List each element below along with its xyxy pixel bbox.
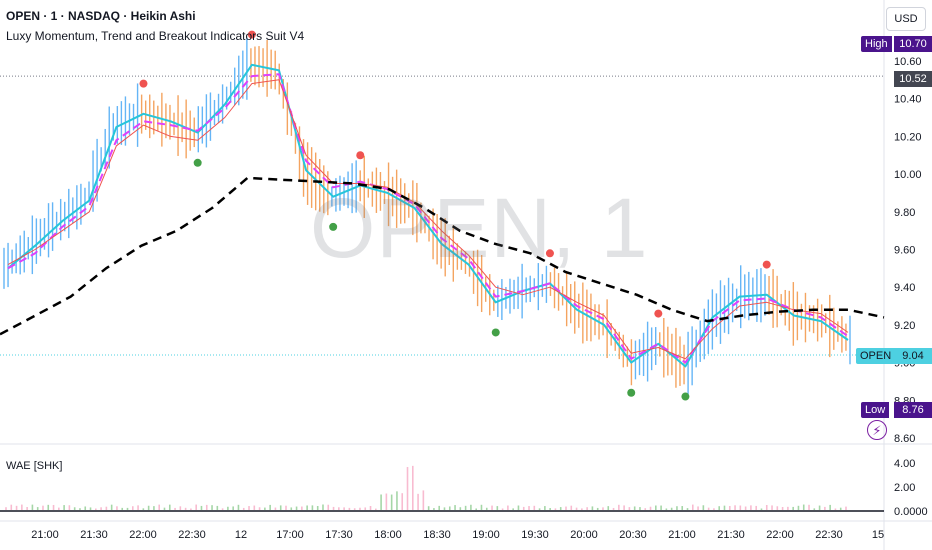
x-tick-label: 20:30 xyxy=(619,529,647,541)
x-tick-label: 21:30 xyxy=(717,529,745,541)
buy-signal-dot xyxy=(491,328,500,337)
x-tick-label: 21:30 xyxy=(80,529,108,541)
low-price-label: 8.76 xyxy=(894,402,932,418)
x-tick-label: 17:00 xyxy=(276,529,304,541)
x-tick-label: 15 xyxy=(872,529,884,541)
wae-y-tick-label: 2.00 xyxy=(894,482,915,494)
y-tick-label: 9.20 xyxy=(894,320,915,332)
x-tick-label: 12 xyxy=(235,529,247,541)
y-tick-label: 10.00 xyxy=(894,169,922,181)
x-tick-label: 22:30 xyxy=(178,529,206,541)
x-tick-label: 22:30 xyxy=(815,529,843,541)
x-tick-label: 22:00 xyxy=(129,529,157,541)
high-label: High xyxy=(861,36,892,52)
x-tick-label: 21:00 xyxy=(668,529,696,541)
x-tick-label: 18:00 xyxy=(374,529,402,541)
current-price-label: 10.52 xyxy=(894,71,932,87)
symbol-watermark: OPEN, 1 xyxy=(310,181,649,275)
symbol-legend[interactable]: OPEN · 1 · NASDAQ · Heikin Ashi xyxy=(6,9,196,23)
y-tick-label: 10.60 xyxy=(894,56,922,68)
last-price-label: 9.04 xyxy=(894,348,932,364)
sell-signal-dot xyxy=(356,151,365,160)
x-tick-label: 17:30 xyxy=(325,529,353,541)
x-tick-label: 20:00 xyxy=(570,529,598,541)
wae-y-tick-label: 4.00 xyxy=(894,458,915,470)
y-tick-label: 10.20 xyxy=(894,131,922,143)
buy-signal-dot xyxy=(681,392,690,401)
currency-button[interactable]: USD xyxy=(886,7,926,31)
wae-y-tick-label: 0.0000 xyxy=(894,506,928,518)
low-label: Low xyxy=(861,402,890,418)
buy-signal-dot xyxy=(627,388,636,397)
y-tick-label: 9.40 xyxy=(894,282,915,294)
indicator-legend[interactable]: Luxy Momentum, Trend and Breakout Indica… xyxy=(6,29,305,43)
buy-signal-dot xyxy=(193,158,202,167)
x-tick-label: 22:00 xyxy=(766,529,794,541)
wae-legend[interactable]: WAE [SHK] xyxy=(6,460,63,472)
y-tick-label: 9.60 xyxy=(894,245,915,257)
series-long-ma-line xyxy=(0,176,885,336)
sell-signal-dot xyxy=(654,309,663,318)
sell-signal-dot xyxy=(762,260,771,269)
y-tick-label: 9.80 xyxy=(894,207,915,219)
x-tick-label: 18:30 xyxy=(423,529,451,541)
series-magenta-line xyxy=(7,73,849,364)
sell-signal-dot xyxy=(247,30,256,39)
x-tick-label: 19:00 xyxy=(472,529,500,541)
symbol-price-tag: OPEN xyxy=(856,348,896,364)
lightning-icon[interactable]: ⚡ xyxy=(867,420,887,440)
sell-signal-dot xyxy=(139,79,148,88)
series-cyan-line xyxy=(7,63,849,368)
y-tick-label: 10.40 xyxy=(894,94,922,106)
high-price-label: 10.70 xyxy=(894,36,932,52)
y-tick-label: 8.60 xyxy=(894,433,915,445)
buy-signal-dot xyxy=(329,222,338,231)
series-trend-line xyxy=(7,79,849,360)
x-tick-label: 21:00 xyxy=(31,529,59,541)
sell-signal-dot xyxy=(545,249,554,258)
x-tick-label: 19:30 xyxy=(521,529,549,541)
